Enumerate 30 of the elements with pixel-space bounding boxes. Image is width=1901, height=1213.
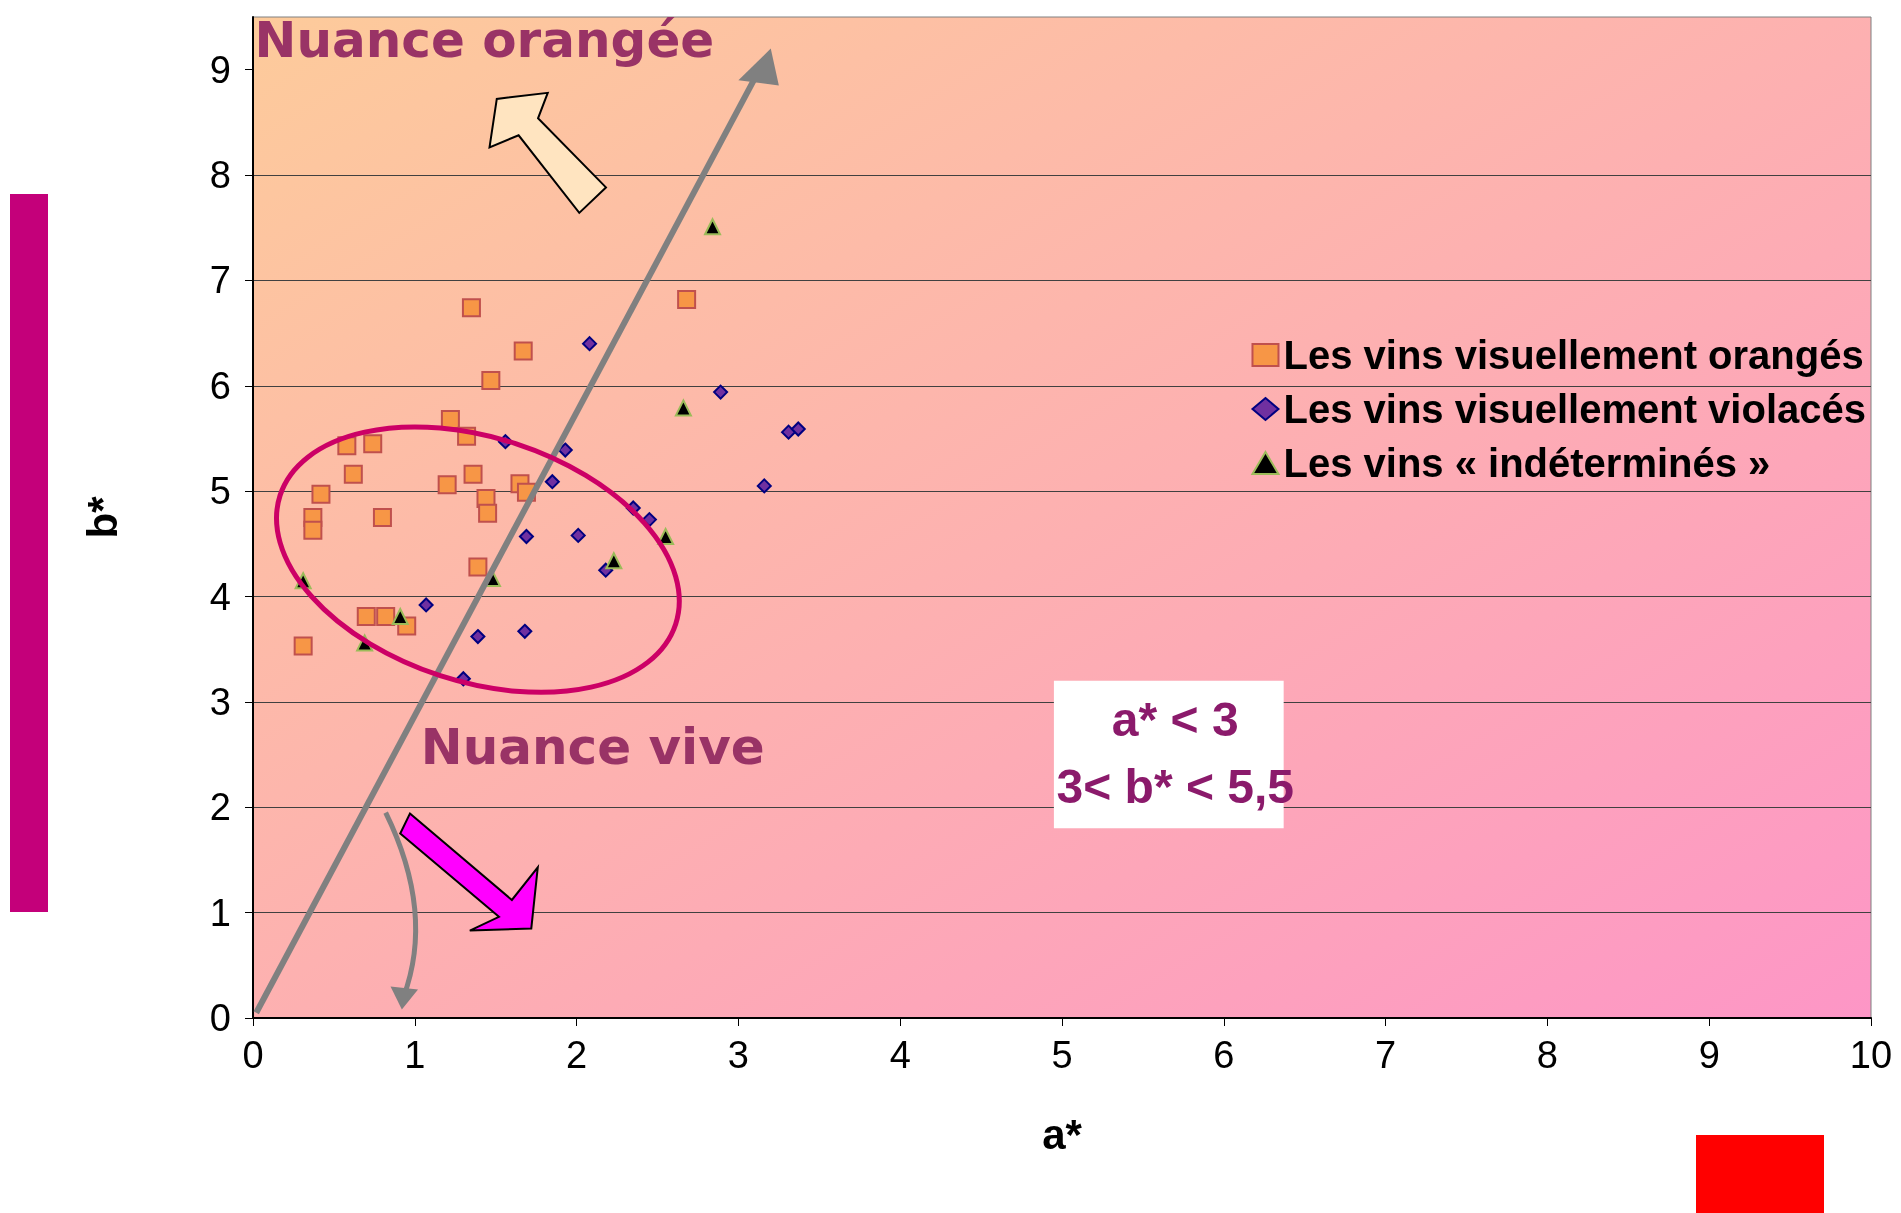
- x-tick-label: 1: [404, 1034, 426, 1076]
- annotation: Nuance orangée: [254, 11, 715, 70]
- y-tick-label: 4: [209, 575, 231, 618]
- y-tick-label: 3: [209, 680, 231, 723]
- y-axis-title: b*: [78, 495, 126, 539]
- x-tick-label: 2: [566, 1034, 588, 1076]
- x-tick-label: 8: [1536, 1034, 1558, 1076]
- legend-label: Les vins visuellement orangés: [1283, 333, 1864, 377]
- x-tick-label: 10: [1849, 1034, 1893, 1076]
- y-tick-label: 9: [209, 48, 231, 91]
- x-tick-label: 3: [727, 1034, 749, 1076]
- annotation: a* < 3: [1111, 693, 1239, 747]
- x-tick-label: 4: [889, 1034, 911, 1076]
- y-tick-label: 0: [209, 997, 231, 1039]
- x-tick-label: 6: [1213, 1034, 1235, 1076]
- y-tick-label: 5: [209, 470, 231, 513]
- x-axis-title: a*: [1042, 1110, 1083, 1158]
- legend-label: Les vins visuellement violacés: [1283, 387, 1867, 431]
- y-tick-label: 2: [209, 786, 231, 829]
- y-tick-label: 7: [209, 259, 231, 302]
- x-tick-label: 9: [1698, 1034, 1720, 1076]
- x-tick-label: 5: [1051, 1034, 1073, 1076]
- legend-label: Les vins « indéterminés »: [1283, 441, 1771, 485]
- annotation: Nuance vive: [420, 718, 765, 777]
- annotation: 3< b* < 5,5: [1056, 759, 1295, 813]
- x-tick-label: 0: [242, 1034, 264, 1076]
- y-tick-label: 6: [209, 364, 231, 407]
- y-tick-label: 1: [209, 891, 231, 934]
- x-tick-label: 7: [1375, 1034, 1397, 1076]
- y-tick-label: 8: [209, 154, 231, 197]
